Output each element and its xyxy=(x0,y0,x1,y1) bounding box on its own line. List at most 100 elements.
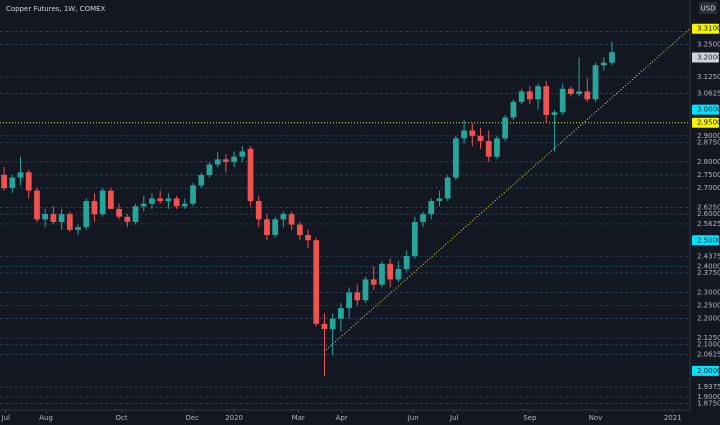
candle-body xyxy=(461,130,467,139)
x-tick-label: Jul xyxy=(1,414,11,422)
price-label-box xyxy=(692,104,719,115)
candle-body xyxy=(395,268,402,280)
candle-body xyxy=(329,318,336,330)
candle-body xyxy=(75,227,81,230)
candle-body xyxy=(403,255,410,269)
candle-body xyxy=(17,172,24,178)
candle-body xyxy=(264,219,270,236)
price-label-box xyxy=(692,52,719,63)
candle-body xyxy=(296,224,303,236)
y-tick-label: 2.3000 xyxy=(697,288,720,296)
chart-title: Copper Futures, 1W, COMEX xyxy=(6,5,106,13)
y-tick-label: 1.9375 xyxy=(697,383,720,391)
candle-body xyxy=(477,135,484,142)
candle-body xyxy=(526,91,533,100)
y-tick-label: 2.8750 xyxy=(697,138,720,146)
candle-body xyxy=(469,130,476,136)
candle-body xyxy=(206,164,213,175)
y-tick-label: 2.9000 xyxy=(697,132,720,140)
x-tick-label: Oct xyxy=(116,414,128,422)
y-tick-label: 2.7500 xyxy=(697,171,720,179)
candle-body xyxy=(190,185,196,204)
y-tick-label: 1.8750 xyxy=(697,399,720,407)
price-label-box xyxy=(692,117,719,128)
candle-body xyxy=(140,203,147,207)
candle-body xyxy=(387,263,394,280)
y-tick-label: 2.4375 xyxy=(697,253,720,261)
price-label: 3.3100 xyxy=(697,25,720,33)
candle-body xyxy=(239,151,246,157)
y-tick-label: 2.5625 xyxy=(697,220,720,228)
candle-body xyxy=(116,208,122,217)
x-tick-label: 2021 xyxy=(664,414,682,422)
x-tick-label: Mar xyxy=(292,414,305,422)
y-tick-label: 2.8000 xyxy=(697,158,720,166)
candle-body xyxy=(551,112,558,115)
candle-body xyxy=(50,214,57,222)
candle-body xyxy=(576,91,582,95)
currency-button[interactable] xyxy=(699,2,717,14)
candle-body xyxy=(157,198,164,202)
price-label: 2.0000 xyxy=(697,367,720,375)
y-tick-label: 3.0625 xyxy=(697,89,720,97)
price-label: 3.0000 xyxy=(697,106,720,114)
candle-body xyxy=(379,263,385,285)
candle-body xyxy=(66,214,73,230)
candle-body xyxy=(25,172,32,191)
candle-body xyxy=(592,65,599,100)
candle-body xyxy=(346,292,352,309)
candle-body xyxy=(83,201,90,228)
candle-body xyxy=(223,159,229,162)
candle-body xyxy=(124,216,131,222)
candle-body xyxy=(321,323,328,330)
candle-body xyxy=(444,177,451,199)
y-tick-label: 2.6000 xyxy=(697,210,720,218)
candle-body xyxy=(600,62,607,66)
candle-body xyxy=(198,174,205,186)
y-tick-label: 2.0625 xyxy=(697,351,720,359)
y-tick-label: 2.1250 xyxy=(697,334,720,342)
price-label: 2.5000 xyxy=(697,236,720,244)
candle-body xyxy=(231,156,237,162)
x-tick-label: Nov xyxy=(589,414,603,422)
y-tick-label: 2.4000 xyxy=(697,262,720,270)
currency-label[interactable]: USD xyxy=(701,5,716,13)
y-tick-label: 2.7000 xyxy=(697,184,720,192)
y-tick-label: 3.1250 xyxy=(697,73,720,81)
candle-body xyxy=(362,279,369,301)
y-tick-label: 2.1000 xyxy=(697,341,720,349)
candle-body xyxy=(272,219,279,236)
y-tick-label: 1.9000 xyxy=(697,393,720,401)
price-label-box xyxy=(692,23,719,34)
candle-body xyxy=(453,138,459,178)
x-tick-label: Apr xyxy=(336,414,348,422)
candle-body xyxy=(436,198,443,202)
candle-body xyxy=(58,214,65,222)
candle-body xyxy=(149,198,155,204)
candle-body xyxy=(34,190,40,220)
candle-body xyxy=(420,214,426,222)
candle-body xyxy=(9,177,16,189)
candle-body xyxy=(411,221,418,256)
candle-body xyxy=(543,86,550,115)
candle-body xyxy=(370,279,377,285)
candle-body xyxy=(214,159,221,165)
candle-body xyxy=(108,190,114,209)
candle-body xyxy=(1,174,7,189)
candle-body xyxy=(502,117,509,139)
candle-body xyxy=(91,201,98,215)
candle-body xyxy=(313,240,320,324)
price-label: 3.2000 xyxy=(697,53,720,61)
x-tick-label: Jun xyxy=(407,414,419,422)
x-tick-label: Aug xyxy=(39,414,53,422)
candle-body xyxy=(288,214,295,225)
candle-body xyxy=(247,148,254,202)
candle-body xyxy=(559,88,566,113)
candle-body xyxy=(485,141,492,157)
y-tick-label: 2.3750 xyxy=(697,269,720,277)
candle-body xyxy=(518,91,525,102)
candle-body xyxy=(305,235,311,241)
price-label-box xyxy=(692,235,719,246)
candle-body xyxy=(535,86,541,100)
candle-body xyxy=(494,138,500,157)
